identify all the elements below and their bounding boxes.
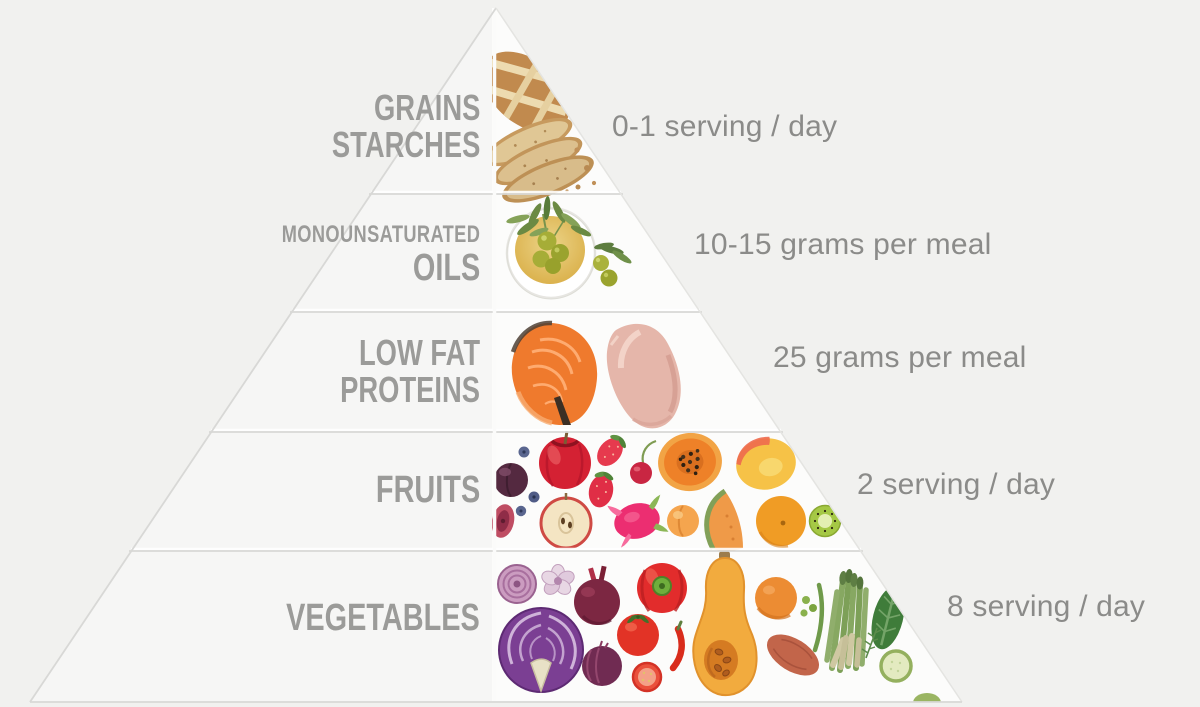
serving-low-fat-proteins: 25 grams per meal <box>773 341 1027 374</box>
rosemary-image <box>861 627 882 659</box>
strawberry-image <box>588 471 614 508</box>
tier-label-line: PROTEINS <box>340 369 480 410</box>
strawberry-image <box>597 434 626 466</box>
papaya-half-image <box>658 432 722 492</box>
serving-monounsaturated-oils: 10-15 grams per meal <box>694 228 992 261</box>
pumpkin-piece-image <box>755 577 797 620</box>
plum-slice-image <box>492 504 515 538</box>
cherry-image <box>630 439 657 484</box>
tomato-slice-image <box>631 661 663 693</box>
red-onion-slice-image <box>497 564 537 604</box>
beetroot-image <box>574 565 620 625</box>
kiwi-half-image <box>808 504 842 538</box>
blueberries-image <box>515 446 540 517</box>
zucchini-slice-image <box>879 649 913 683</box>
olive-oil-image <box>505 196 632 300</box>
salmon-steak-image <box>510 320 598 426</box>
apricot-image <box>667 505 699 537</box>
melon-wedge-image <box>704 488 743 552</box>
tier-label-line: FRUITS <box>375 469 480 511</box>
tier-label-fruits: FRUITS <box>376 470 480 510</box>
pyramid-lines <box>29 7 963 703</box>
garlic-image <box>541 564 575 595</box>
butternut-squash-image <box>692 551 758 697</box>
chicken-breast-image <box>606 323 681 429</box>
tomato-image <box>617 614 659 656</box>
peas-image <box>800 596 817 617</box>
green-bean-image <box>812 582 824 653</box>
serving-grains-starches: 0-1 serving / day <box>612 110 838 143</box>
mango-image <box>736 436 796 490</box>
tier-label-line: GRAINS <box>373 87 480 128</box>
tier-label-line: OILS <box>412 247 480 289</box>
fruits-image <box>492 430 842 552</box>
red-onion-image <box>582 640 622 686</box>
tier-label-line: LOW FAT <box>358 332 480 373</box>
tier-label-low-fat-proteins: LOW FAT PROTEINS <box>340 334 480 408</box>
pyramid-food-panel <box>492 8 962 702</box>
orange-image <box>756 496 806 548</box>
tier-label-grains-starches: GRAINS STARCHES <box>332 89 480 163</box>
chili-pepper-image <box>669 620 685 672</box>
red-cabbage-image <box>498 607 584 694</box>
sweet-potato-image <box>766 634 820 676</box>
dragon-fruit-image <box>607 494 669 548</box>
tier-label-line: VEGETABLES <box>286 597 480 639</box>
vegetables-image <box>497 551 941 702</box>
bell-pepper-image <box>637 563 687 613</box>
serving-vegetables: 8 serving / day <box>947 590 1146 623</box>
serving-fruits: 2 serving / day <box>857 468 1056 501</box>
red-apple-image <box>539 430 591 489</box>
tier-label-line: MONOUNSATURATED <box>281 221 480 248</box>
tier-label-vegetables: VEGETABLES <box>286 598 480 638</box>
zucchini-piece-image <box>913 693 941 702</box>
tier-label-monounsaturated-oils: MONOUNSATURATED OILS <box>281 221 480 289</box>
asparagus-image <box>824 569 869 673</box>
plum-image <box>494 463 528 497</box>
tier-label-line: STARCHES <box>331 124 480 165</box>
